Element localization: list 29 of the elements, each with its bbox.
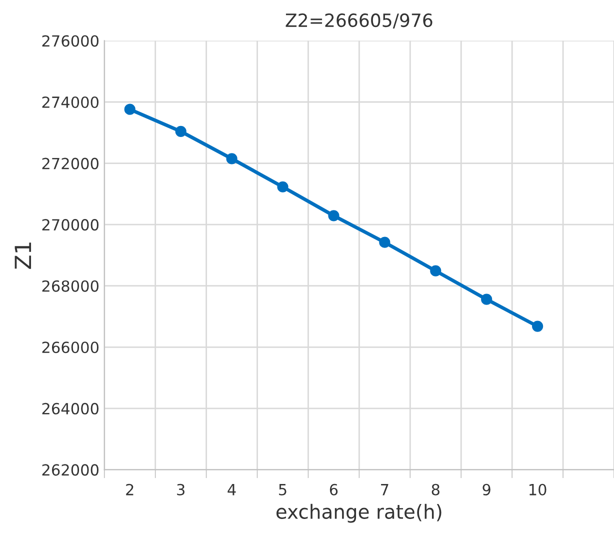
point	[124, 104, 136, 115]
y-axis-title: Z1	[14, 242, 32, 269]
y-tick-label: 268000	[42, 280, 99, 292]
x-tick-label: 2	[126, 484, 134, 496]
y-tick-label: 264000	[42, 402, 99, 414]
point	[277, 181, 288, 192]
x-tick-label: 6	[330, 484, 338, 496]
point	[226, 153, 238, 164]
x-tick-label: 9	[482, 484, 490, 496]
y-tick-label: 270000	[42, 219, 99, 231]
x-tick-label: 8	[432, 484, 440, 496]
point	[430, 265, 442, 276]
point	[379, 236, 390, 248]
chart-title: Z2=266605/976	[286, 13, 432, 29]
point	[481, 294, 492, 305]
point	[175, 126, 186, 137]
y-tick-label: 276000	[42, 35, 99, 47]
x-axis-title: exchange rate(h)	[276, 504, 442, 523]
y-tick-label: 266000	[42, 342, 99, 354]
x-tick-label: 10	[530, 484, 546, 496]
y-tick-label: 274000	[42, 96, 99, 108]
point	[532, 320, 544, 332]
y-tick-label: 272000	[42, 158, 99, 170]
x-tick-label: 4	[228, 484, 236, 496]
y-tick-label: 262000	[42, 464, 99, 476]
x-tick-label: 5	[279, 484, 286, 496]
x-tick-label: 7	[381, 484, 388, 496]
x-tick-label: 3	[177, 484, 184, 496]
point	[328, 210, 340, 222]
